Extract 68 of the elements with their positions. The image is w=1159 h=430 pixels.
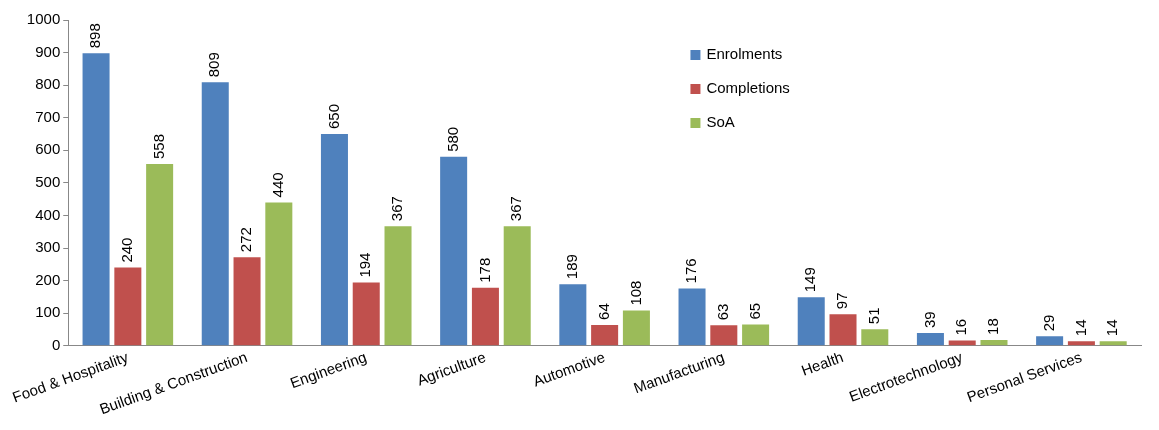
data-label: 650: [324, 103, 342, 130]
y-tick-label: 500: [35, 173, 61, 191]
data-label: 149: [801, 267, 819, 293]
bar: [829, 314, 857, 346]
bar: [233, 257, 261, 346]
bar: [559, 284, 587, 346]
bar: [797, 297, 825, 346]
bar: [1036, 336, 1064, 346]
bar: [861, 329, 889, 346]
data-label: 558: [149, 133, 167, 159]
bar: [146, 163, 174, 346]
bar: [622, 310, 650, 346]
y-tick-label: 600: [35, 140, 61, 158]
legend-label: SoA: [706, 113, 735, 131]
data-label: 367: [507, 196, 525, 222]
bar: [82, 53, 110, 346]
bar: [440, 156, 468, 346]
y-tick-label: 900: [35, 42, 61, 60]
data-label: 176: [682, 258, 700, 284]
data-label: 97: [833, 292, 851, 310]
data-label: 16: [952, 318, 970, 336]
y-tick-label: 0: [51, 335, 61, 353]
bar: [710, 325, 738, 346]
bar: [678, 288, 706, 346]
data-label: 14: [1103, 319, 1121, 337]
bar: [114, 267, 142, 346]
y-tick-label: 300: [35, 238, 61, 256]
y-tick-label: 200: [35, 270, 61, 288]
bar: [591, 324, 619, 346]
y-tick-label: 1000: [26, 10, 61, 28]
bar: [320, 134, 348, 346]
data-label: 65: [745, 302, 763, 320]
data-label: 272: [237, 227, 255, 253]
data-label: 29: [1039, 314, 1057, 332]
bar: [201, 82, 229, 346]
data-label: 18: [984, 318, 1002, 335]
legend-label: Completions: [706, 79, 790, 97]
data-label: 194: [356, 252, 374, 278]
bar: [980, 339, 1008, 346]
bar: [265, 202, 293, 346]
data-label: 178: [475, 257, 493, 283]
y-tick-label: 700: [35, 107, 61, 125]
data-label: 63: [713, 303, 731, 321]
data-label: 240: [117, 237, 135, 263]
y-tick-label: 800: [35, 75, 61, 93]
bar: [384, 226, 412, 346]
y-tick-label: 400: [35, 205, 61, 223]
data-label: 108: [626, 280, 644, 306]
data-label: 440: [268, 172, 286, 198]
data-label: 64: [594, 303, 612, 320]
bar: [742, 324, 770, 346]
data-label: 39: [920, 311, 938, 329]
bar: [352, 282, 380, 346]
data-label: 51: [864, 307, 882, 325]
bar: [1067, 341, 1095, 346]
data-label: 898: [86, 23, 104, 49]
data-label: 189: [562, 254, 580, 280]
data-label: 14: [1071, 319, 1089, 337]
bar: [916, 333, 944, 346]
y-tick-label: 100: [35, 303, 61, 321]
data-label: 809: [205, 52, 223, 78]
bar: [503, 226, 531, 346]
legend-label: Enrolments: [706, 45, 783, 63]
bar: [471, 287, 499, 346]
x-tick-label: Health: [798, 347, 846, 379]
data-label: 367: [388, 196, 406, 222]
bar: [1099, 341, 1127, 346]
data-label: 580: [443, 126, 461, 152]
